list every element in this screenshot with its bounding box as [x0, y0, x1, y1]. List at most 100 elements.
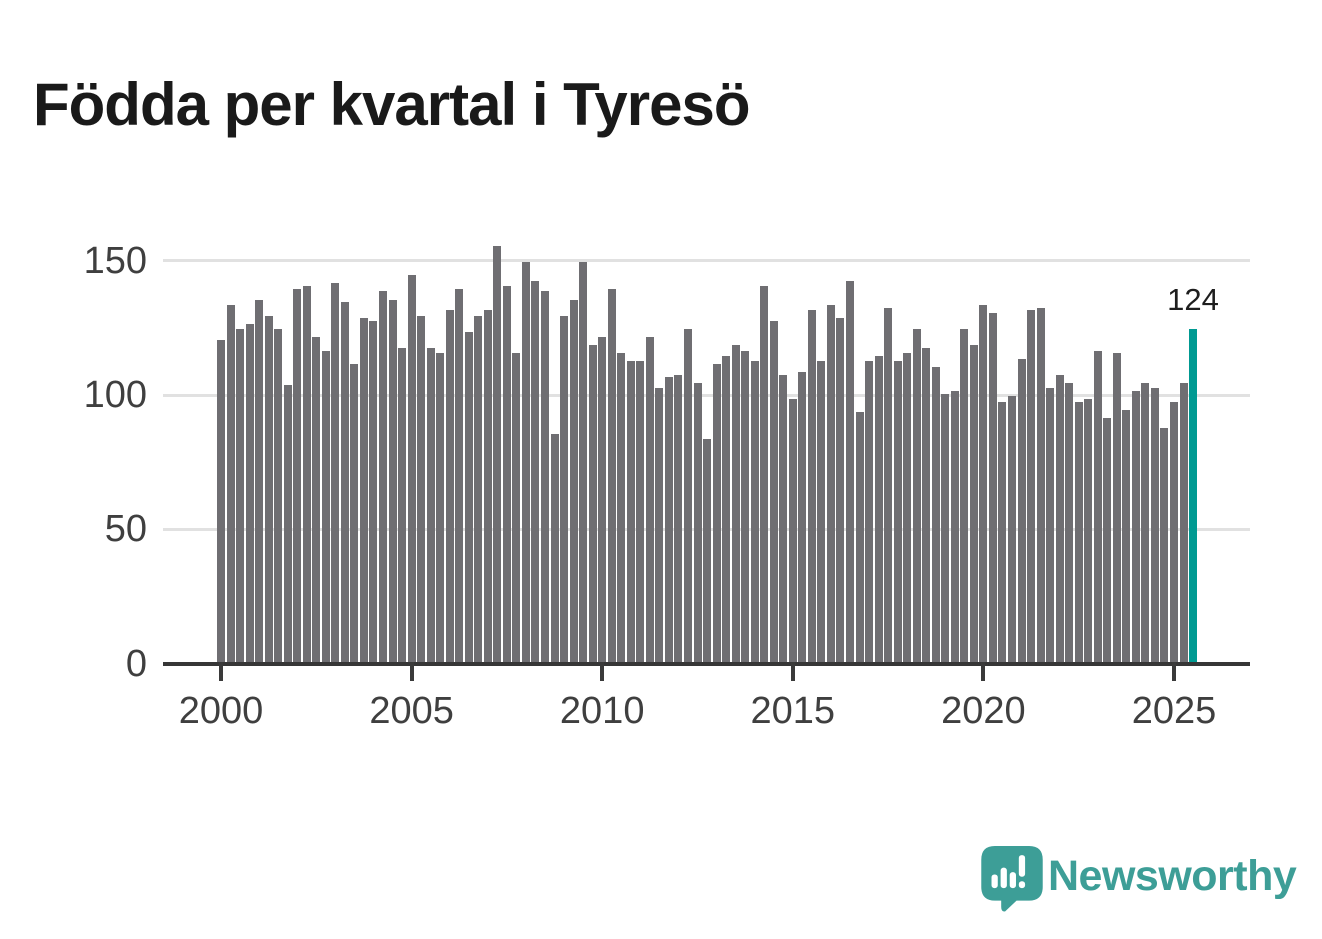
bar — [750, 361, 759, 662]
bar — [598, 337, 607, 662]
bar — [722, 355, 731, 662]
x-tick-label: 2015 — [750, 690, 836, 732]
bar — [226, 304, 235, 662]
bar — [588, 345, 597, 662]
bar — [340, 302, 349, 662]
bar — [979, 304, 988, 662]
bar — [760, 286, 769, 662]
x-tick — [219, 662, 223, 681]
highlighted-bar — [1189, 329, 1198, 662]
bar — [788, 398, 797, 662]
bar — [1055, 374, 1064, 662]
bar — [845, 280, 854, 662]
bar — [245, 323, 254, 662]
bar — [217, 339, 225, 662]
x-tick — [600, 662, 605, 681]
x-tick-label: 2025 — [1131, 690, 1217, 732]
bar — [741, 350, 750, 662]
bar — [283, 385, 292, 662]
bar — [464, 331, 473, 662]
newsworthy-speech-bubble-bar-chart-icon — [981, 846, 1043, 912]
bar — [302, 286, 311, 662]
bar — [988, 312, 997, 662]
bar — [1074, 401, 1083, 662]
bar — [655, 388, 664, 662]
x-tick-label: 2010 — [559, 690, 645, 732]
brand-name: Newsworthy — [1048, 852, 1297, 900]
bar — [1141, 382, 1150, 662]
bar — [903, 353, 912, 662]
bar — [426, 347, 435, 662]
bar — [1122, 409, 1131, 662]
bar — [359, 318, 368, 662]
bar — [293, 288, 302, 662]
bar — [321, 350, 330, 662]
bar — [474, 315, 483, 662]
bar — [1027, 310, 1036, 662]
bar — [1150, 388, 1159, 662]
bar — [445, 310, 454, 662]
bar — [703, 439, 712, 662]
chart-title: Födda per kvartal i Tyresö — [33, 71, 750, 139]
bar — [683, 329, 692, 662]
gridline — [163, 259, 1250, 263]
y-tick-label: 150 — [83, 239, 147, 282]
bar — [1007, 396, 1016, 662]
bar — [874, 355, 883, 662]
bar — [693, 382, 702, 662]
bar — [960, 329, 969, 662]
bar — [1170, 401, 1178, 662]
bar — [1112, 353, 1121, 662]
bar — [1036, 307, 1045, 662]
bar — [607, 288, 616, 662]
bar — [350, 363, 359, 662]
y-tick-label: 0 — [125, 642, 147, 685]
bar — [331, 283, 340, 662]
bar — [379, 291, 387, 662]
bar — [264, 315, 273, 662]
bar — [664, 377, 673, 662]
bar — [388, 299, 397, 662]
bar — [541, 291, 550, 662]
bar — [274, 329, 283, 662]
bar — [1017, 358, 1026, 662]
x-axis-line — [163, 662, 1250, 666]
bar — [550, 433, 559, 662]
bar — [626, 361, 635, 662]
bar — [636, 361, 645, 662]
bar — [912, 329, 921, 662]
bar — [645, 337, 654, 662]
bar — [769, 321, 778, 662]
bar — [836, 318, 845, 662]
bar — [493, 245, 502, 662]
bar — [884, 307, 893, 662]
bar — [826, 304, 835, 662]
bar — [922, 347, 931, 662]
x-tick-label: 2005 — [369, 690, 454, 732]
bar — [1065, 382, 1074, 662]
bar — [931, 366, 940, 662]
bar — [817, 361, 826, 662]
bar — [998, 401, 1007, 662]
bar — [398, 347, 407, 662]
x-tick-label: 2000 — [178, 690, 264, 732]
bar — [950, 390, 959, 662]
bar — [1179, 382, 1188, 662]
bar — [798, 372, 807, 662]
bar — [569, 299, 578, 662]
bar — [807, 310, 816, 662]
bar — [855, 412, 864, 662]
bar — [579, 261, 588, 662]
gridline — [163, 393, 1250, 397]
bar — [969, 345, 978, 662]
bar — [502, 286, 511, 662]
bar — [369, 321, 378, 662]
bar — [512, 353, 521, 662]
bar — [893, 361, 902, 662]
bar — [1103, 417, 1112, 662]
x-tick-label: 2020 — [941, 690, 1026, 732]
bar — [731, 345, 740, 662]
bar — [1160, 428, 1169, 662]
bar — [255, 299, 264, 662]
